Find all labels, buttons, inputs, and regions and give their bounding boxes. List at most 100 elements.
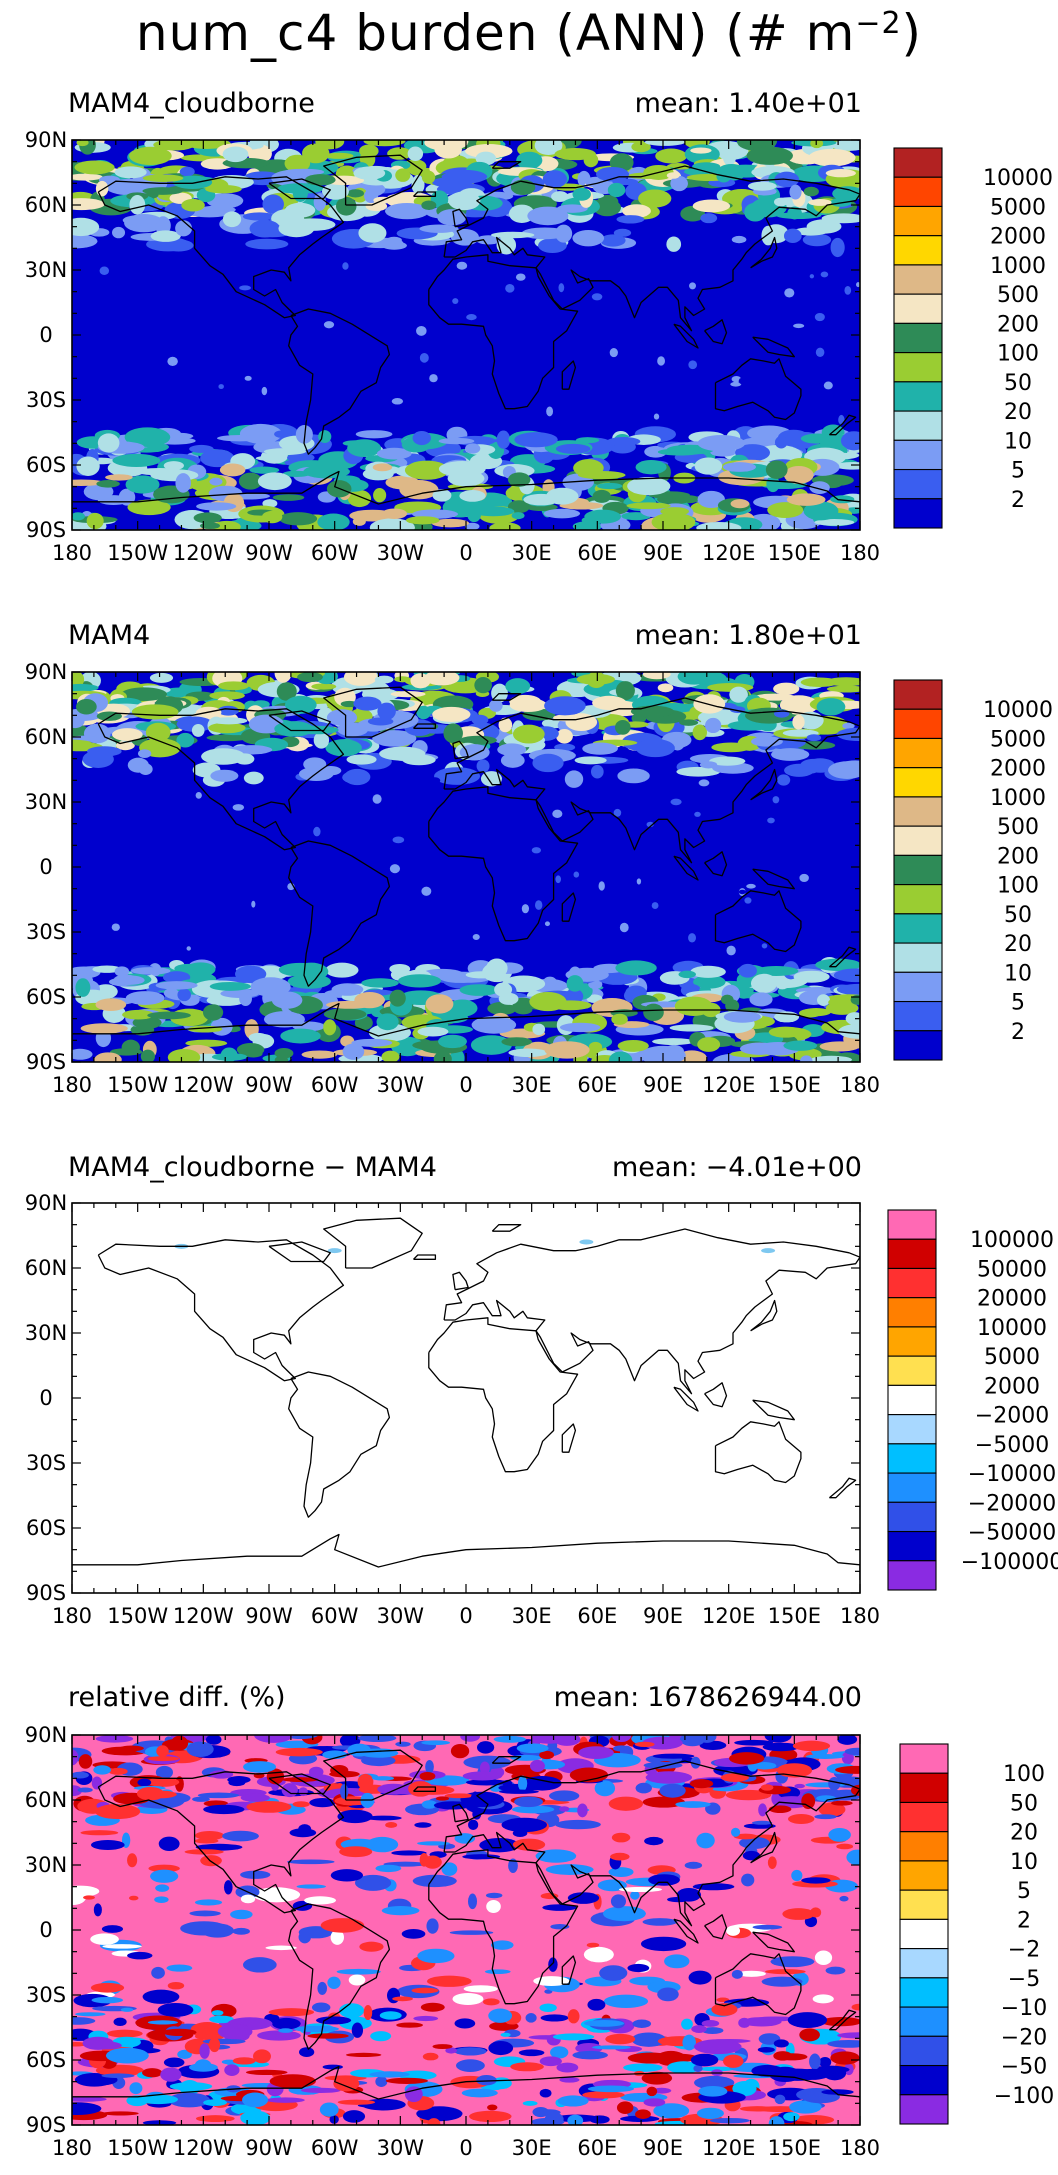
field-patch xyxy=(72,198,105,211)
x-tick-label: 30E xyxy=(512,1604,552,1628)
field-patch xyxy=(90,1982,125,1993)
field-patch xyxy=(738,963,757,978)
field-patch xyxy=(522,2100,538,2106)
colorbar-box xyxy=(887,1355,937,1386)
field-patch xyxy=(611,1735,631,1742)
coastline-new-zealand xyxy=(828,1477,857,1499)
field-patch xyxy=(176,732,195,748)
field-patch xyxy=(240,1894,256,1904)
field-patch xyxy=(768,1026,803,1038)
field-patch xyxy=(844,1747,860,1756)
field-patch xyxy=(659,974,675,982)
field-patch xyxy=(733,1833,758,1840)
field-patch xyxy=(91,1996,124,2004)
coastline-new-guinea xyxy=(752,1931,795,1953)
coastline-australia xyxy=(714,890,802,953)
coastline-madagascar xyxy=(561,892,577,922)
field-patch xyxy=(343,672,378,686)
field-patch xyxy=(489,699,503,712)
field-patch xyxy=(810,1055,852,1062)
field-patch xyxy=(292,1801,310,1808)
field-patch xyxy=(387,147,412,160)
field-patch xyxy=(808,148,856,167)
field-patch xyxy=(749,992,773,1007)
field-patch xyxy=(773,197,788,207)
field-patch xyxy=(76,456,100,476)
colorbar-label: −100 xyxy=(994,2084,1054,2109)
coastline-eurasia xyxy=(443,697,860,864)
field-patch xyxy=(479,1761,490,1775)
field-patch xyxy=(760,1784,774,1791)
field-patch xyxy=(488,2008,513,2023)
x-tick-label: 60W xyxy=(311,1073,359,1097)
field-patch xyxy=(498,717,513,733)
colorbar-label: 5 xyxy=(1017,1879,1031,1904)
field-patch xyxy=(608,1796,644,1811)
field-speck xyxy=(558,283,565,293)
field-patch xyxy=(489,522,521,530)
colorbar-label: 5 xyxy=(1011,991,1025,1016)
field-patch xyxy=(542,1904,577,1911)
field-patch xyxy=(754,966,799,976)
field-speck xyxy=(738,377,747,385)
field-patch xyxy=(105,474,133,481)
field-patch xyxy=(352,517,366,526)
field-patch xyxy=(108,1767,128,1775)
coastline-iceland xyxy=(413,191,437,197)
x-tick-label: 150W xyxy=(107,2136,168,2160)
field-patch xyxy=(677,672,711,685)
coastline-new-zealand xyxy=(828,414,857,436)
field-patch xyxy=(404,2086,423,2103)
field-patch xyxy=(655,148,687,164)
field-patch xyxy=(678,970,696,979)
coastlines xyxy=(72,154,860,517)
field-patch xyxy=(631,141,651,153)
field-patch xyxy=(72,173,103,181)
colorbar-label: 500 xyxy=(997,815,1039,840)
field-patch xyxy=(385,202,430,220)
colorbar-label: −50 xyxy=(1001,2055,1047,2080)
field-patch xyxy=(257,472,292,491)
field-patch xyxy=(846,1849,860,1866)
field-patch xyxy=(801,1793,816,1810)
field-patch xyxy=(476,1741,495,1754)
colorbar: 100000 50000 20000 10000 5000 2000 −2000 −5000 −… xyxy=(887,1209,1058,1591)
colorbar-label: 500 xyxy=(997,283,1039,308)
field-patch xyxy=(542,976,557,988)
field-patch xyxy=(308,1766,324,1777)
field-patch xyxy=(705,717,722,734)
field-speck xyxy=(331,391,338,398)
colorbar-label: 10000 xyxy=(983,698,1053,723)
coastlines xyxy=(72,686,860,1049)
field-patch xyxy=(507,500,530,514)
field-patch xyxy=(127,1853,138,1868)
x-tick-label: 120E xyxy=(702,1604,755,1628)
field-patch xyxy=(510,2062,544,2072)
field-patch xyxy=(432,489,452,502)
field-patch xyxy=(669,1024,714,1032)
field-patch xyxy=(773,682,800,695)
field-patch xyxy=(367,717,394,726)
field-patch xyxy=(752,1924,783,1930)
field-patch xyxy=(675,1801,711,1808)
field-speck xyxy=(726,945,736,956)
field-speck xyxy=(186,946,191,951)
field-patch xyxy=(577,1803,588,1818)
field-patch xyxy=(666,172,680,179)
colorbar-box xyxy=(899,2035,949,2067)
field-patch xyxy=(348,1974,366,1986)
field-patch xyxy=(223,672,239,679)
field-patch xyxy=(158,1836,180,1852)
field-patch xyxy=(627,476,671,496)
field-patch xyxy=(78,1754,93,1769)
x-tick-label: 60W xyxy=(311,2136,359,2160)
field-patch xyxy=(374,675,394,684)
field-patch xyxy=(342,771,365,784)
field-patch xyxy=(296,1884,327,1889)
field-speck xyxy=(108,806,120,814)
colorbar-label: −50000 xyxy=(968,1521,1056,1546)
x-tick-label: 90E xyxy=(643,541,683,565)
field-patch xyxy=(792,714,805,730)
field-speck xyxy=(497,408,504,418)
